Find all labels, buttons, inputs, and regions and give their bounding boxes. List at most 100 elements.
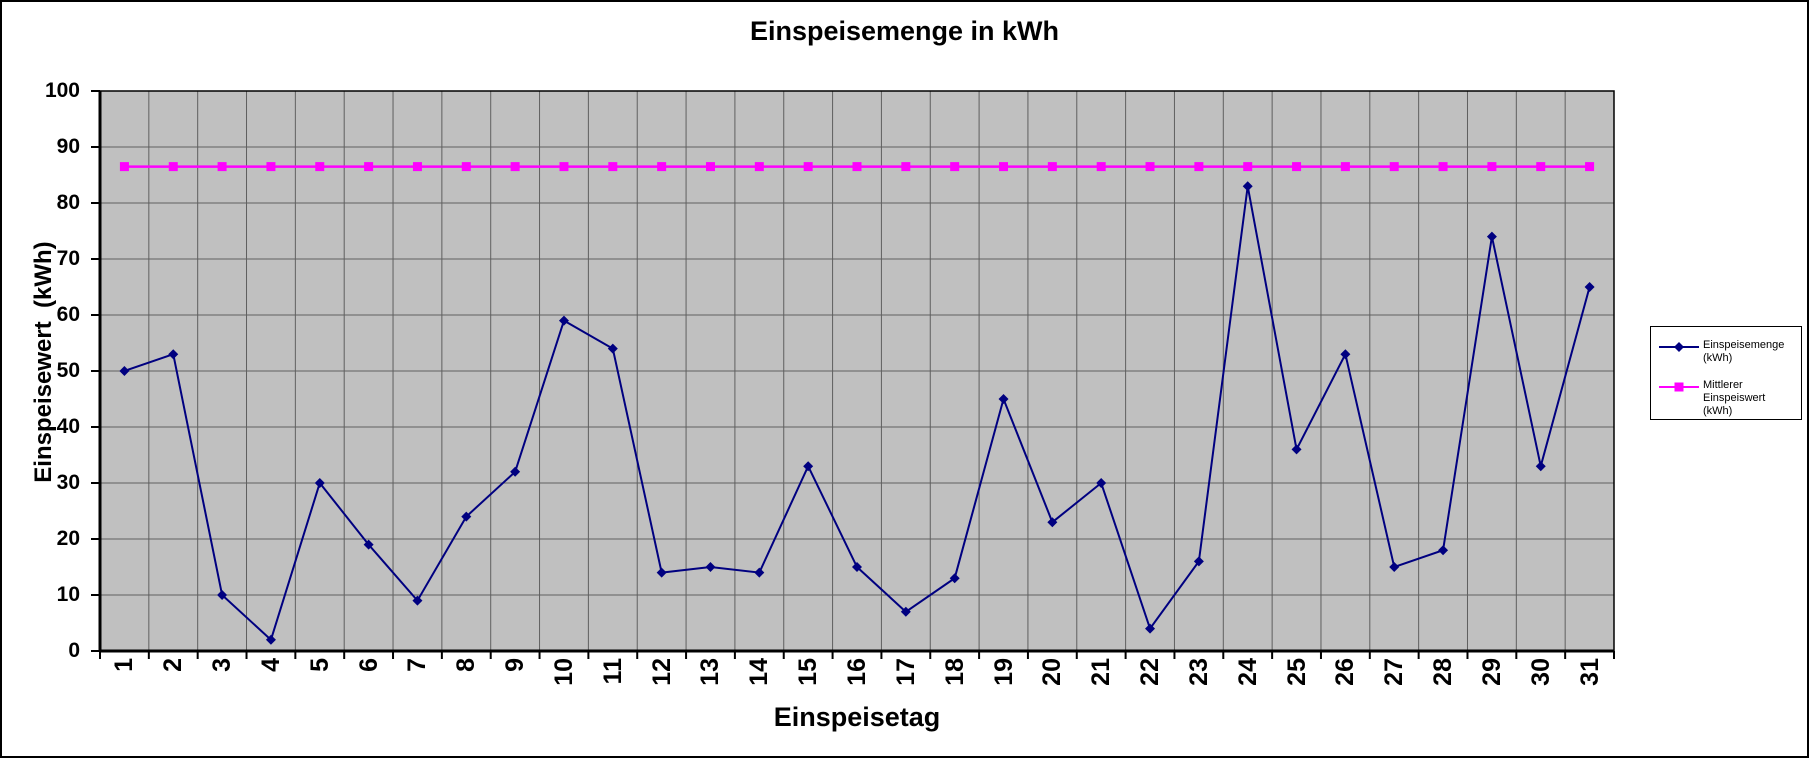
y-axis-tick-labels: 0 10 20 30 40 50 60 70 80 90 100 bbox=[2, 79, 90, 662]
x-tick-label: 24 bbox=[1233, 658, 1262, 686]
data-point-square-marker bbox=[266, 162, 276, 172]
x-tick-label: 8 bbox=[452, 658, 481, 672]
data-point-square-marker bbox=[705, 162, 715, 172]
data-point-square-marker bbox=[1585, 162, 1595, 172]
data-point-square-marker bbox=[1292, 162, 1302, 172]
data-point-square-marker bbox=[608, 162, 618, 172]
legend-label: Einspeisemenge (kWh) bbox=[1703, 339, 1785, 364]
data-point-diamond-marker bbox=[705, 562, 716, 572]
data-point-diamond-marker bbox=[1145, 623, 1156, 634]
data-point-square-marker bbox=[315, 162, 325, 172]
y-tick-label: 30 bbox=[56, 471, 80, 494]
data-point-diamond-marker bbox=[949, 573, 960, 584]
data-point-diamond-marker bbox=[754, 567, 765, 578]
data-point-square-marker bbox=[119, 162, 129, 172]
data-point-square-marker bbox=[1536, 162, 1546, 172]
data-point-square-marker bbox=[1047, 162, 1057, 172]
data-point-diamond-marker bbox=[1242, 181, 1253, 192]
data-point-diamond-marker bbox=[1096, 478, 1107, 488]
data-point-diamond-marker bbox=[119, 366, 130, 376]
data-point-square-marker bbox=[901, 162, 911, 172]
data-point-square-marker bbox=[1487, 162, 1497, 172]
y-tick-label: 10 bbox=[56, 583, 80, 606]
data-point-square-marker bbox=[657, 162, 667, 172]
data-point-square-marker bbox=[559, 162, 569, 172]
y-tick-label: 50 bbox=[56, 359, 80, 382]
y-tick-label: 80 bbox=[56, 191, 80, 214]
data-point-square-marker bbox=[1340, 162, 1350, 172]
data-point-square-marker bbox=[1389, 162, 1399, 172]
x-tick-label: 4 bbox=[256, 658, 285, 672]
x-tick-label: 1 bbox=[110, 658, 139, 672]
data-point-square-marker bbox=[1438, 162, 1448, 172]
chart-title: Einspeisemenge in kWh bbox=[749, 16, 1060, 46]
x-axis-title: Einspeisetag bbox=[773, 702, 941, 732]
data-point-diamond-marker bbox=[998, 394, 1009, 404]
y-tick-label: 60 bbox=[56, 303, 80, 326]
data-point-diamond-marker bbox=[412, 595, 423, 606]
y-tick-label: 0 bbox=[68, 639, 80, 662]
data-point-square-marker bbox=[1194, 162, 1204, 172]
x-tick-label: 5 bbox=[305, 658, 334, 672]
x-tick-label: 27 bbox=[1380, 658, 1409, 686]
data-point-square-marker bbox=[364, 162, 374, 172]
data-point-diamond-marker bbox=[1389, 562, 1400, 572]
x-tick-label: 28 bbox=[1429, 658, 1458, 686]
data-point-square-marker bbox=[168, 162, 178, 172]
data-point-diamond-marker bbox=[1535, 461, 1546, 472]
x-tick-label: 25 bbox=[1282, 658, 1311, 686]
data-point-diamond-marker bbox=[1438, 545, 1449, 556]
legend: Einspeisemenge (kWh) Mittlerer Einspeiswe… bbox=[1650, 326, 1802, 420]
data-point-diamond-marker bbox=[1047, 517, 1058, 528]
data-point-square-marker bbox=[217, 162, 227, 172]
data-point-diamond-marker bbox=[558, 315, 569, 326]
data-point-diamond-marker bbox=[852, 562, 862, 572]
data-point-diamond-marker bbox=[656, 567, 667, 578]
x-tick-label: 30 bbox=[1526, 658, 1555, 686]
x-tick-label: 26 bbox=[1331, 658, 1360, 686]
data-point-square-marker bbox=[1243, 162, 1253, 172]
y-tick-label: 100 bbox=[44, 79, 80, 102]
data-point-square-marker bbox=[803, 162, 813, 172]
y-tick-label: 90 bbox=[56, 135, 80, 158]
legend-item: Einspeisemenge (kWh) bbox=[1659, 339, 1797, 365]
x-tick-label: 31 bbox=[1575, 658, 1604, 686]
legend-swatch-diamond-icon bbox=[1659, 340, 1699, 358]
chart-canvas bbox=[91, 90, 1615, 659]
data-point-square-marker bbox=[510, 162, 520, 172]
data-point-diamond-marker bbox=[363, 539, 374, 550]
data-point-square-marker bbox=[461, 162, 471, 172]
data-point-diamond-marker bbox=[1291, 444, 1302, 455]
x-tick-label: 9 bbox=[501, 658, 530, 672]
data-point-diamond-marker bbox=[607, 343, 618, 354]
x-tick-label: 6 bbox=[354, 658, 383, 672]
data-point-square-marker bbox=[1145, 162, 1155, 172]
x-tick-label: 7 bbox=[403, 658, 432, 672]
x-axis-tick-labels: 1 2 3 4 5 6 7 8 9 10 11 12 13 14 15 16 17 18 19 20 21 22 23 24 2… bbox=[100, 651, 1614, 751]
data-point-square-marker bbox=[1096, 162, 1106, 172]
data-point-diamond-marker bbox=[803, 461, 814, 472]
data-point-diamond-marker bbox=[217, 590, 228, 600]
legend-swatch-square-icon bbox=[1659, 380, 1699, 398]
x-tick-label: 23 bbox=[1184, 658, 1213, 686]
y-tick-label: 20 bbox=[56, 527, 80, 550]
data-point-diamond-marker bbox=[265, 634, 276, 645]
y-tick-label: 70 bbox=[56, 247, 80, 270]
data-point-diamond-marker bbox=[168, 349, 179, 360]
y-tick-label: 40 bbox=[56, 415, 80, 438]
data-point-diamond-marker bbox=[900, 606, 911, 617]
legend-item: Mittlerer Einspeiswert (kWh) bbox=[1659, 379, 1797, 418]
data-point-square-marker bbox=[412, 162, 422, 172]
data-point-diamond-marker bbox=[510, 466, 521, 477]
data-point-diamond-marker bbox=[1584, 282, 1595, 292]
x-tick-label: 29 bbox=[1477, 658, 1506, 686]
x-tick-label: 3 bbox=[208, 658, 237, 672]
data-point-square-marker bbox=[754, 162, 764, 172]
data-point-diamond-marker bbox=[1193, 556, 1204, 567]
data-point-diamond-marker bbox=[1340, 349, 1351, 360]
data-point-square-marker bbox=[852, 162, 862, 172]
data-point-diamond-marker bbox=[1486, 231, 1497, 242]
legend-label: Mittlerer Einspeiswert (kWh) bbox=[1703, 379, 1766, 417]
data-point-square-marker bbox=[950, 162, 960, 172]
